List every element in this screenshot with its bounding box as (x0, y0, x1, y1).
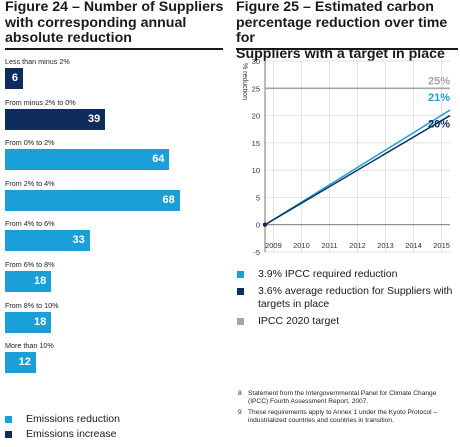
footnote-number: 8 (238, 390, 242, 397)
bar-category-label: From 2% to 4% (5, 178, 55, 188)
bar: 68 (5, 189, 180, 211)
legend-label-ipcc-required: 3.9% IPCC required reduction (258, 268, 398, 280)
x-tick-label: 2011 (321, 241, 337, 250)
bar-value-label: 64 (152, 153, 165, 166)
x-tick-label: 2013 (377, 241, 394, 250)
figure-25-title: Figure 25 – Estimated carbon percentage … (236, 0, 448, 62)
legend-label-reduction: Emissions reduction (26, 413, 120, 425)
bar-value-label: 68 (162, 193, 175, 206)
footnote-number: 9 (238, 409, 242, 416)
y-tick-label: 15 (252, 139, 260, 148)
bar-value-label: 39 (87, 112, 101, 125)
footnote-text: Statement from the Intergovernmental Pan… (248, 390, 437, 406)
bar-category-label: More than 10% (5, 341, 54, 351)
series-end-label: 25% (428, 75, 450, 87)
bar-category-label: From 0% to 2% (5, 138, 55, 148)
y-tick-label: 25 (252, 84, 260, 93)
bar: 6 (5, 68, 23, 89)
bar: 12 (5, 352, 36, 374)
y-tick-label: 20 (252, 112, 260, 121)
bar: 18 (5, 271, 52, 292)
figure-25-title-rule (236, 48, 458, 50)
footnote-8: 8 Statement from the Intergovernmental P… (238, 390, 460, 408)
x-tick-label: 2009 (265, 241, 282, 250)
legend-swatch-ipcc-2020 (237, 318, 244, 325)
y-tick-label: -5 (253, 248, 260, 257)
figure-24-panel: Figure 24 – Number of Suppliers with cor… (0, 0, 225, 447)
legend-swatch-ipcc-required (237, 271, 244, 278)
figure-24-title-rule (5, 48, 223, 50)
x-tick-label: 2010 (293, 241, 310, 250)
figure-25-panel: Figure 25 – Estimated carbon percentage … (236, 0, 460, 447)
y-tick-label: 30 (252, 57, 260, 66)
y-tick-label: 10 (252, 166, 260, 175)
legend-swatch-reduction (5, 416, 12, 423)
bar-category-label: From 4% to 6% (5, 219, 55, 229)
legend-label-supplier-average: 3.6% average reduction for Suppliers wit… (258, 285, 453, 310)
bar-value-label: 18 (34, 315, 47, 328)
series-line (264, 114, 451, 226)
figure-24-title: Figure 24 – Number of Suppliers with cor… (5, 0, 224, 46)
bar: 64 (5, 149, 170, 171)
bar: 39 (5, 108, 106, 130)
bar-category-label: From 6% to 8% (5, 260, 55, 269)
legend-swatch-supplier-average (237, 288, 244, 295)
bar-category-label: Less than minus 2% (5, 57, 70, 66)
bar: 33 (5, 230, 90, 252)
x-tick-label: 2014 (405, 241, 422, 250)
bar-category-label: From minus 2% to 0% (5, 97, 76, 107)
footnote-text: These requirements apply to Annex 1 unde… (248, 409, 438, 425)
series-end-label: 21% (428, 92, 450, 104)
figure-25-line-chart: -5 0 5 10 15 20 25 30 2009 2010 2011 2012 2013 2014 20… (241, 57, 451, 257)
y-tick-label: 0 (256, 221, 260, 230)
bar: 18 (5, 311, 52, 333)
legend-swatch-increase (5, 431, 12, 438)
bar-category-label: From 8% to 10% (5, 300, 59, 310)
x-tick-label: 2015 (433, 241, 450, 250)
origin-point (262, 222, 268, 227)
legend-label-increase: Emissions increase (26, 428, 117, 440)
bar-value-label: 18 (34, 275, 47, 287)
bar-value-label: 33 (72, 234, 85, 247)
series-end-label: 20% (428, 119, 450, 131)
y-axis-label: % reduction (241, 63, 248, 100)
series-line (264, 109, 451, 226)
x-tick-label: 2012 (349, 241, 366, 250)
footnote-9: 9 These requirements apply to Annex 1 un… (238, 409, 460, 427)
y-tick-label: 5 (256, 193, 260, 202)
bar-value-label: 12 (18, 356, 31, 369)
legend-label-ipcc-2020: IPCC 2020 target (258, 315, 340, 327)
bar-value-label: 6 (11, 72, 18, 84)
